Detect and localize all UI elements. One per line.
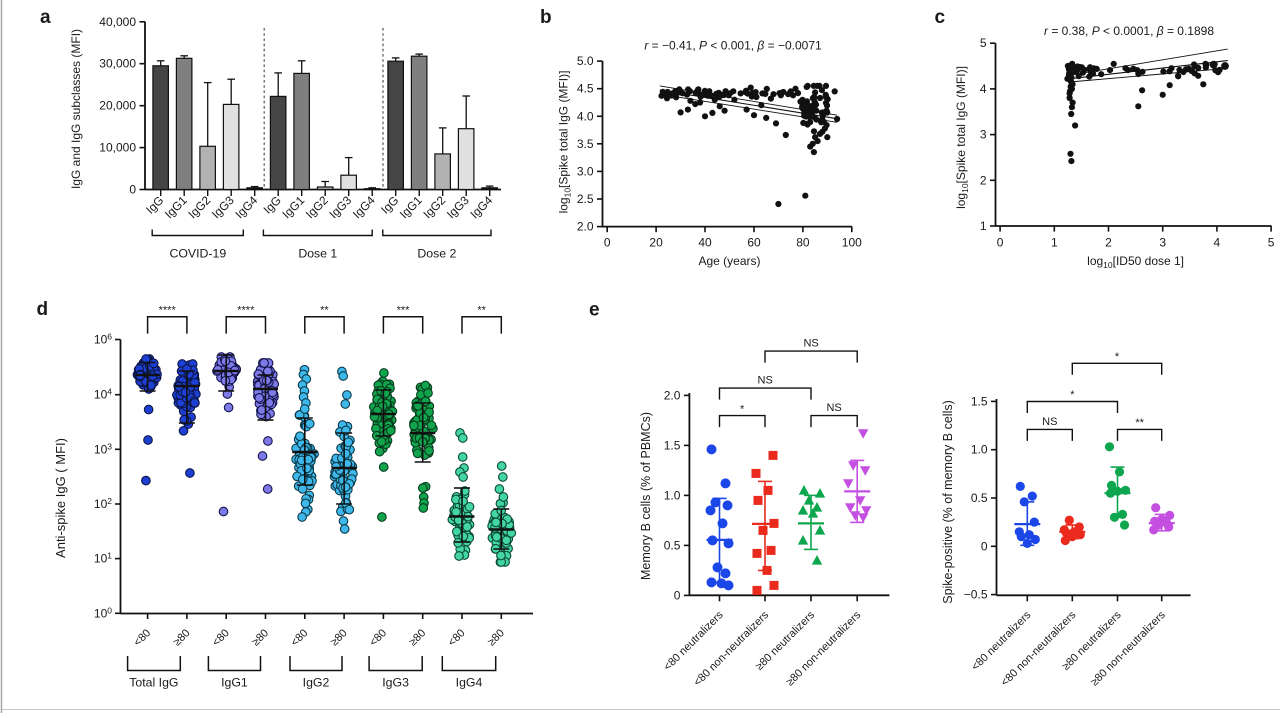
svg-text:Age (years): Age (years) xyxy=(698,254,760,268)
svg-text:log10[Spike total IgG (MFI)]: log10[Spike total IgG (MFI)] xyxy=(557,71,573,214)
svg-text:4: 4 xyxy=(980,82,987,96)
svg-text:30,000: 30,000 xyxy=(99,57,136,71)
svg-text:Anti-spike IgG ( MFI): Anti-spike IgG ( MFI) xyxy=(53,438,68,558)
svg-text:1.5: 1.5 xyxy=(664,438,681,452)
svg-text:NS: NS xyxy=(1042,416,1057,428)
svg-text:40,000: 40,000 xyxy=(99,15,136,29)
svg-text:3: 3 xyxy=(1159,235,1166,249)
svg-text:4: 4 xyxy=(1214,235,1221,249)
svg-text:Spike-positive (% of memory B: Spike-positive (% of memory B cells) xyxy=(941,400,955,604)
svg-text:**: ** xyxy=(477,305,486,317)
svg-text:*: * xyxy=(1115,351,1120,363)
svg-text:r = −0.41, P < 0.001, β = −0.0: r = −0.41, P < 0.001, β = −0.0071 xyxy=(644,39,822,53)
svg-text:0: 0 xyxy=(997,235,1004,249)
svg-text:2.0: 2.0 xyxy=(664,388,681,402)
svg-text:0: 0 xyxy=(981,539,988,553)
svg-text:Dose 1: Dose 1 xyxy=(298,247,337,261)
svg-text:3.0: 3.0 xyxy=(577,164,594,178)
svg-text:IgG3: IgG3 xyxy=(382,676,409,690)
svg-text:4.0: 4.0 xyxy=(577,109,594,123)
svg-text:Dose 2: Dose 2 xyxy=(417,247,456,261)
svg-text:1: 1 xyxy=(980,219,987,233)
svg-text:3.5: 3.5 xyxy=(577,137,594,151)
svg-text:a: a xyxy=(40,7,51,28)
svg-text:0: 0 xyxy=(604,235,611,249)
svg-text:b: b xyxy=(540,7,552,28)
svg-text:1.0: 1.0 xyxy=(971,443,988,457)
svg-text:log10[Spike total IgG (MFI)]: log10[Spike total IgG (MFI)] xyxy=(954,66,970,209)
svg-text:2.0: 2.0 xyxy=(577,220,594,234)
svg-text:0.5: 0.5 xyxy=(664,538,681,552)
svg-text:0: 0 xyxy=(674,588,681,602)
svg-text:IgG and IgG subclasses (MFI): IgG and IgG subclasses (MFI) xyxy=(69,29,83,189)
svg-text:1: 1 xyxy=(1051,235,1058,249)
svg-text:100: 100 xyxy=(842,235,862,249)
svg-text:**: ** xyxy=(320,305,329,317)
svg-text:*: * xyxy=(1070,389,1075,401)
svg-text:20,000: 20,000 xyxy=(99,99,136,113)
svg-text:e: e xyxy=(589,300,600,321)
svg-text:**: ** xyxy=(1135,417,1144,429)
svg-text:****: **** xyxy=(237,305,255,317)
svg-text:5: 5 xyxy=(980,36,987,50)
svg-text:20: 20 xyxy=(649,235,663,249)
svg-text:80: 80 xyxy=(796,235,810,249)
svg-text:10,000: 10,000 xyxy=(99,141,136,155)
svg-text:Memory B cells (% of PBMCs): Memory B cells (% of PBMCs) xyxy=(639,412,653,580)
svg-text:0.5: 0.5 xyxy=(971,491,988,505)
svg-text:4.5: 4.5 xyxy=(577,82,594,96)
svg-text:5.0: 5.0 xyxy=(577,54,594,68)
svg-text:2: 2 xyxy=(980,173,987,187)
svg-text:COVID-19: COVID-19 xyxy=(169,247,226,261)
svg-text:NS: NS xyxy=(803,338,818,350)
svg-text:***: *** xyxy=(397,305,411,317)
svg-text:NS: NS xyxy=(826,402,841,414)
svg-text:2.5: 2.5 xyxy=(577,192,594,206)
svg-text:5: 5 xyxy=(1268,235,1275,249)
svg-text:1.0: 1.0 xyxy=(664,488,681,502)
svg-text:****: **** xyxy=(159,305,177,317)
svg-text:Total IgG: Total IgG xyxy=(129,676,178,690)
svg-text:−0.5: −0.5 xyxy=(964,588,988,602)
svg-text:IgG2: IgG2 xyxy=(303,676,330,690)
svg-text:60: 60 xyxy=(747,235,761,249)
svg-text:40: 40 xyxy=(698,235,712,249)
svg-text:0: 0 xyxy=(129,183,136,197)
svg-text:*: * xyxy=(740,404,745,416)
svg-text:IgG1: IgG1 xyxy=(221,676,248,690)
svg-text:d: d xyxy=(37,299,49,320)
svg-text:3: 3 xyxy=(980,128,987,142)
svg-text:1.5: 1.5 xyxy=(971,394,988,408)
svg-text:log10[ID50 dose 1]: log10[ID50 dose 1] xyxy=(1087,254,1184,270)
svg-text:c: c xyxy=(935,7,946,28)
svg-text:2: 2 xyxy=(1105,235,1112,249)
svg-text:NS: NS xyxy=(758,375,773,387)
svg-text:r = 0.38, P < 0.0001, β = 0.18: r = 0.38, P < 0.0001, β = 0.1898 xyxy=(1044,24,1214,38)
svg-text:IgG4: IgG4 xyxy=(456,676,483,690)
